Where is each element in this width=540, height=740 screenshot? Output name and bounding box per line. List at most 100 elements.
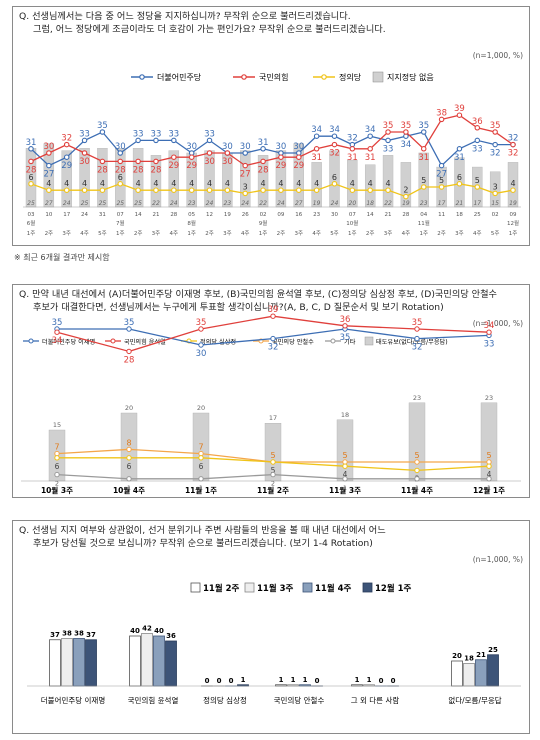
- forecast-value: 37: [86, 631, 96, 639]
- democratic-point: [260, 146, 266, 152]
- legend-label-3: 지지정당 없음: [387, 72, 434, 82]
- bar-label: 24: [206, 200, 214, 207]
- democratic-point: [420, 129, 427, 135]
- democratic-line: [30, 131, 513, 167]
- bar-label: 17: [473, 200, 481, 207]
- forecast-value: 36: [166, 632, 176, 640]
- date-tick: 04: [420, 212, 427, 218]
- forecast-value: 38: [74, 630, 84, 638]
- justice-label: 2: [403, 186, 408, 195]
- category-tick: 더불어민주당 이재명: [41, 695, 105, 705]
- lee-point: [414, 335, 420, 342]
- justice-label: 4: [82, 179, 87, 188]
- justice-label: 4: [296, 179, 301, 188]
- legend-marker: [330, 338, 336, 344]
- justice-point: [99, 187, 106, 193]
- justice-point: [492, 190, 498, 197]
- ppp-point: [296, 154, 302, 160]
- ppp-label: 32: [61, 134, 72, 144]
- date-tick: 10: [45, 212, 52, 218]
- justice-label: 4: [136, 179, 141, 188]
- other-point: [414, 476, 420, 482]
- justice-point: [224, 187, 231, 193]
- category-tick: 국민의당 안철수: [274, 695, 325, 705]
- date-tick: 09: [510, 212, 517, 218]
- bar-label: 24: [331, 200, 339, 207]
- other-label: 1: [127, 484, 131, 492]
- question-line-2: 후보가 대결한다면, 선생님께서는 누구에게 투표할 생각이십니까?(A, B,…: [33, 302, 444, 313]
- democratic-label: 35: [418, 121, 429, 131]
- democratic-label: 33: [133, 129, 144, 139]
- week-tick: 5주: [98, 230, 107, 237]
- ahn-label: 7: [198, 443, 203, 452]
- ahn-point: [126, 446, 132, 453]
- date-tick: 14: [367, 212, 374, 218]
- justice-label: 4: [189, 179, 194, 188]
- ppp-label: 30: [79, 157, 90, 167]
- legend-swatch: [372, 71, 384, 83]
- bar-label: 18: [341, 411, 349, 419]
- forecast-value: 25: [488, 646, 498, 654]
- ppp-label: 28: [151, 165, 162, 175]
- question-line-1: Q. 선생님께서는 다음 중 어느 정당을 지지하십니까? 무작위 순으로 불러…: [19, 11, 351, 22]
- date-tick: 30: [331, 212, 338, 218]
- democratic-label: 30: [222, 142, 233, 152]
- date-tick: 21: [385, 212, 392, 218]
- justice-point: [28, 181, 34, 187]
- ppp-label: 30: [222, 157, 233, 167]
- week-tick: 2주: [366, 230, 375, 237]
- date-tick: 17: [63, 212, 70, 218]
- week-tick: 1주: [259, 230, 268, 237]
- ppp-point: [456, 112, 463, 118]
- bar-label: 20: [349, 200, 357, 207]
- legend-label-3: 국민의당 안철수: [272, 338, 314, 346]
- democratic-label: 32: [347, 134, 358, 144]
- week-tick: 1주: [509, 230, 518, 237]
- legend-label-1: 11월 3주: [257, 583, 294, 594]
- lee-label: 35: [52, 318, 63, 328]
- justice-point: [206, 187, 213, 193]
- democratic-point: [367, 133, 373, 139]
- democratic-label: 32: [508, 134, 519, 144]
- bar-label: 15: [53, 421, 61, 429]
- democratic-point: [117, 150, 124, 156]
- lee-point: [198, 342, 204, 348]
- sim-label: 6: [127, 462, 132, 471]
- justice-point: [296, 187, 302, 193]
- forecast-value: 0: [315, 677, 320, 685]
- other-label: 1: [343, 484, 347, 492]
- democratic-label: 30: [115, 142, 126, 152]
- ppp-label: 39: [454, 104, 465, 114]
- week-tick: 3주: [223, 230, 232, 237]
- justice-point: [117, 181, 124, 187]
- justice-point: [81, 187, 88, 193]
- week-tick: 5주: [330, 230, 339, 237]
- sim-point: [126, 455, 132, 461]
- week-tick: 3주: [294, 230, 303, 237]
- legend-label-0: 더불어민주당 이재명: [42, 338, 95, 346]
- ppp-label: 35: [490, 121, 501, 131]
- bar-label: 22: [259, 200, 267, 207]
- forecast-bar: [141, 633, 153, 687]
- party-support-panel: Q. 선생님께서는 다음 중 어느 정당을 지지하십니까? 무작위 순으로 불러…: [12, 6, 530, 246]
- category-tick: 정의당 심상정: [203, 695, 247, 705]
- month-tick: 9월: [259, 219, 268, 227]
- forecast-value: 0: [391, 677, 396, 685]
- democratic-point: [63, 154, 70, 160]
- ppp-label: 30: [204, 157, 215, 167]
- bar-label: 23: [188, 200, 196, 207]
- democratic-point: [474, 137, 481, 144]
- justice-point: [135, 187, 141, 193]
- justice-label: 4: [278, 179, 283, 188]
- ppp-label: 30: [43, 142, 54, 152]
- sim-point: [414, 467, 420, 474]
- lee-point: [270, 335, 276, 342]
- other-point: [54, 471, 60, 478]
- week-tick: 1주: [116, 230, 125, 237]
- election-forecast-panel: Q. 선생님 지지 여부와 상관없이, 선거 분위기나 주변 사람들의 반응을 …: [12, 520, 530, 734]
- category-tick: 없다/모름/무응답: [448, 695, 501, 705]
- justice-point: [153, 187, 159, 193]
- legend-swatch: [364, 336, 374, 346]
- question-line-1: Q. 선생님 지지 여부와 상관없이, 선거 분위기나 주변 사람들의 반응을 …: [19, 525, 386, 536]
